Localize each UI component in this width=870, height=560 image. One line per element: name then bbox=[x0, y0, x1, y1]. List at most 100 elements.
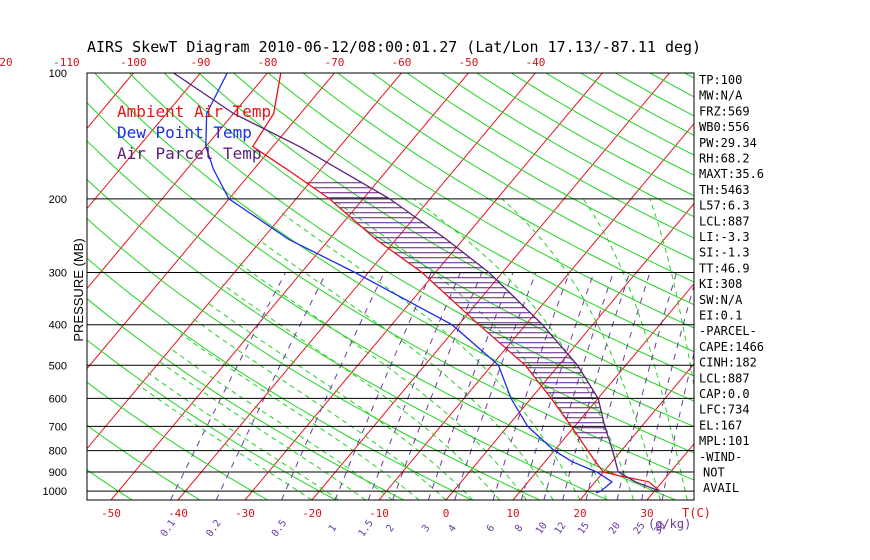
dry-adiabat-line bbox=[406, 73, 694, 239]
top-temp-tick-label: -70 bbox=[324, 56, 344, 69]
index-mw: MW:N/A bbox=[699, 89, 743, 103]
dry-adiabat-line bbox=[441, 73, 694, 218]
index-sw: SW:N/A bbox=[699, 293, 743, 307]
mixing-ratio-label: 1 bbox=[327, 523, 339, 534]
wind-line: NOT bbox=[703, 466, 725, 480]
bottom-temp-tick-label: 0 bbox=[443, 507, 450, 520]
dry-adiabat-line bbox=[302, 73, 694, 306]
parcel-cinh: CINH:182 bbox=[699, 356, 757, 370]
dry-adiabat-line bbox=[87, 424, 201, 500]
isotherm-line bbox=[311, 73, 670, 500]
pressure-axis-labels: 100 200 300 400 500 600 700 800 900 1000 bbox=[43, 68, 67, 498]
mixing-ratio-line bbox=[454, 272, 537, 500]
wind-header: -WIND- bbox=[699, 450, 742, 464]
legend: Ambient Air Temp Dew Point Temp Air Parc… bbox=[117, 102, 271, 163]
pressure-tick-label: 700 bbox=[49, 421, 67, 433]
dry-adiabat-line bbox=[372, 73, 694, 261]
mixing-ratio-unit: (g/kg) bbox=[648, 517, 691, 531]
isotherm-line bbox=[445, 202, 694, 500]
mixing-ratio-line bbox=[215, 272, 327, 500]
pressure-tick-label: 200 bbox=[49, 194, 67, 206]
top-temp-tick-label: -120 bbox=[0, 56, 13, 69]
index-ki: KI:308 bbox=[699, 277, 742, 291]
legend-parcel: Air Parcel Temp bbox=[117, 144, 262, 163]
bottom-temp-tick-label: -50 bbox=[101, 507, 121, 520]
moist-adiabat-line bbox=[191, 317, 447, 500]
bottom-temp-tick-label: -30 bbox=[235, 507, 255, 520]
moist-adiabat-line bbox=[280, 211, 581, 500]
moist-adiabat-line bbox=[331, 198, 608, 500]
top-temp-tick-label: -90 bbox=[190, 56, 210, 69]
pressure-tick-label: 1000 bbox=[43, 486, 67, 498]
index-li: LI:-3.3 bbox=[699, 230, 750, 244]
top-temp-tick-label: -110 bbox=[53, 56, 80, 69]
dry-adiabat-line bbox=[94, 73, 694, 454]
mixing-ratio-line bbox=[427, 272, 514, 500]
mixing-ratio-line bbox=[641, 283, 694, 500]
parcel-temp-line bbox=[173, 73, 661, 492]
mixing-ratio-label: 6 bbox=[485, 523, 497, 534]
moist-adiabat-line bbox=[222, 283, 500, 500]
index-rh: RH:68.2 bbox=[699, 152, 750, 166]
bottom-temp-tick-label: -40 bbox=[168, 507, 188, 520]
top-temp-tick-label: -100 bbox=[120, 56, 147, 69]
isotherm-line bbox=[177, 73, 536, 500]
top-temperature-axis-labels: -120 -110 -100 -90 -80 -70 -60 -50 -40 bbox=[0, 56, 545, 69]
isotherm-line bbox=[110, 73, 469, 500]
index-th: TH:5463 bbox=[699, 183, 750, 197]
plot-frame bbox=[86, 72, 695, 501]
index-tp: TP:100 bbox=[699, 73, 742, 87]
mixing-ratio-label: 8 bbox=[513, 523, 525, 534]
dewpoint-temp-line bbox=[205, 73, 614, 494]
top-temp-tick-label: -40 bbox=[525, 56, 545, 69]
moist-adiabat-line bbox=[137, 383, 313, 500]
dry-adiabat-line bbox=[129, 73, 694, 428]
pressure-tick-label: 100 bbox=[49, 68, 67, 80]
moist-adiabat-line bbox=[257, 238, 554, 500]
top-temp-tick-label: -50 bbox=[458, 56, 478, 69]
ambient-temp-line bbox=[251, 73, 661, 492]
mixing-ratio-line bbox=[334, 272, 432, 500]
bottom-temp-tick-label: 20 bbox=[573, 507, 586, 520]
dry-adiabat-line bbox=[87, 381, 269, 500]
mixing-ratio-line bbox=[281, 272, 385, 500]
pressure-tick-label: 300 bbox=[49, 268, 67, 280]
parcel-header: -PARCEL- bbox=[699, 324, 757, 338]
mixing-ratio-line bbox=[492, 272, 570, 500]
isotherm-line bbox=[87, 73, 268, 290]
mixing-ratio-line bbox=[543, 272, 614, 500]
index-frz: FRZ:569 bbox=[699, 104, 750, 118]
top-temp-tick-label: -80 bbox=[257, 56, 277, 69]
index-maxt: MAXT:35.6 bbox=[699, 167, 764, 181]
dry-adiabat-line bbox=[545, 73, 694, 156]
bottom-temperature-axis-labels: -50 -40 -30 -20 -10 0 10 20 30 bbox=[101, 507, 654, 520]
moist-adiabat-line bbox=[169, 347, 393, 500]
isotherm-line bbox=[244, 73, 603, 500]
moist-adiabat-line bbox=[159, 361, 366, 500]
pressure-tick-label: 400 bbox=[49, 320, 67, 332]
index-pw: PW:29.34 bbox=[699, 136, 757, 150]
pressure-tick-label: 600 bbox=[49, 393, 67, 405]
parcel-lcl: LCL:887 bbox=[699, 371, 750, 385]
dry-adiabat-line bbox=[87, 101, 694, 481]
pressure-tick-label: 900 bbox=[49, 467, 67, 479]
parcel-cap: CAP:0.0 bbox=[699, 387, 750, 401]
parcel-el: EL:167 bbox=[699, 418, 742, 432]
moist-adiabat-line bbox=[413, 198, 635, 500]
isotherm-line bbox=[87, 73, 201, 210]
dry-adiabat-line bbox=[337, 73, 694, 283]
dry-adiabat-line bbox=[267, 73, 694, 329]
index-si: SI:-1.3 bbox=[699, 246, 750, 260]
mixing-ratio-line bbox=[392, 272, 483, 500]
mixing-ratio-line bbox=[367, 272, 461, 500]
dry-adiabat-line bbox=[87, 339, 337, 500]
dry-adiabat-line bbox=[163, 73, 694, 402]
parcel-cape: CAPE:1466 bbox=[699, 340, 764, 354]
dry-adiabat-grid bbox=[87, 73, 694, 500]
dry-adiabat-line bbox=[476, 73, 694, 197]
parcel-lfc: LFC:734 bbox=[699, 403, 750, 417]
index-l57: L57:6.3 bbox=[699, 199, 750, 213]
